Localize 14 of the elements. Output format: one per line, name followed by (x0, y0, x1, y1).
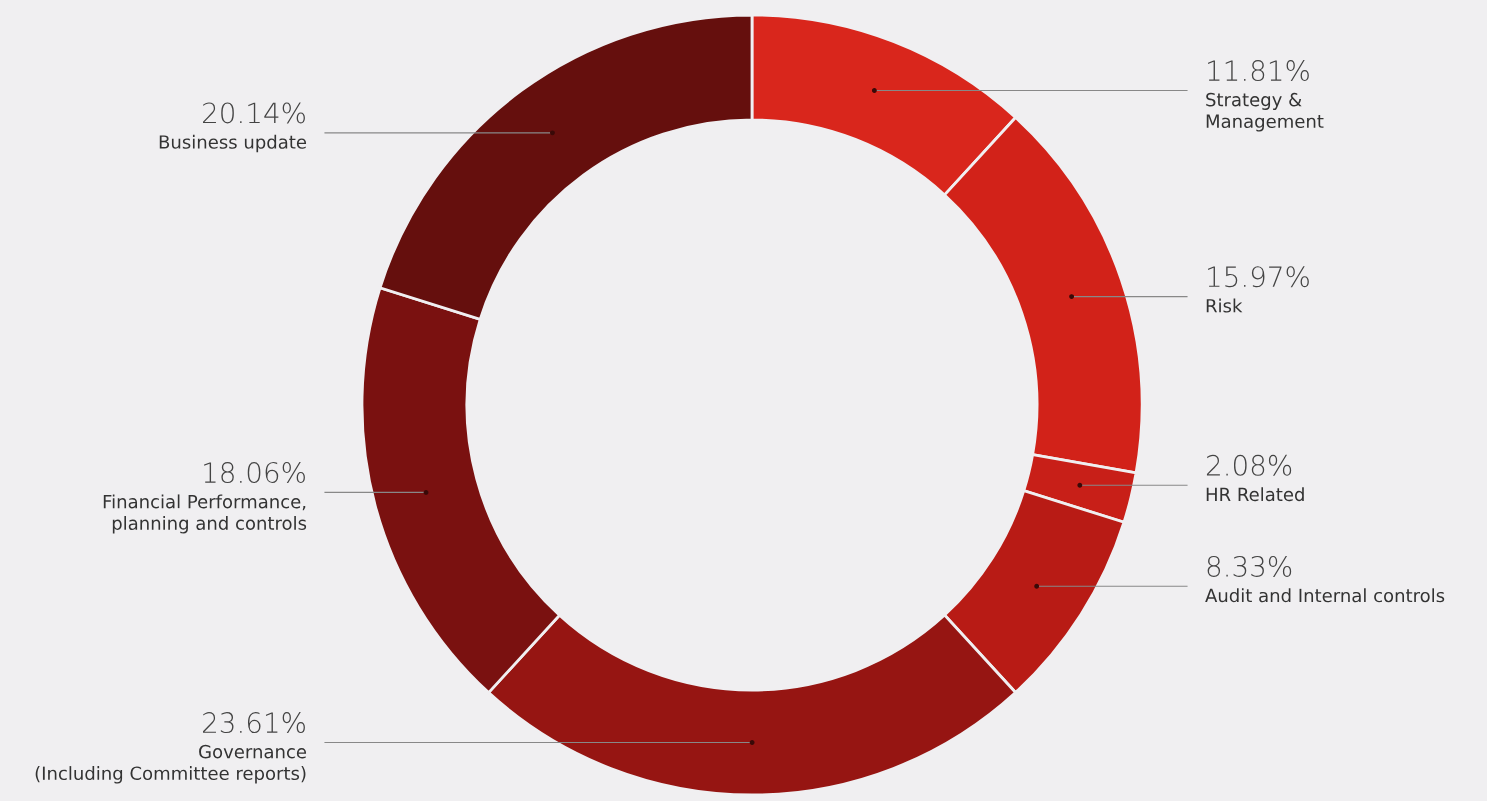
data-label: 8.33% (1207, 555, 1292, 577)
data-label: 23.61% (203, 712, 305, 734)
slice-label: Financial Performance, planning and controls (103, 494, 307, 534)
data-label: 20.14% (203, 102, 305, 124)
slice-label: Business update (159, 134, 307, 153)
slice-label: Governance (Including Committee reports) (35, 744, 307, 784)
slice-label: Audit and Internal controls (1205, 588, 1445, 603)
data-label: 2.08% (1206, 454, 1292, 476)
slice-label: Strategy & Management (1206, 92, 1324, 132)
data-label: 11.81% (1208, 60, 1309, 82)
data-label: 18.06% (204, 462, 305, 484)
data-label: 15.97% (1208, 266, 1309, 288)
slice-label: Risk (1206, 298, 1243, 313)
slice-label: HR Related (1206, 487, 1304, 502)
